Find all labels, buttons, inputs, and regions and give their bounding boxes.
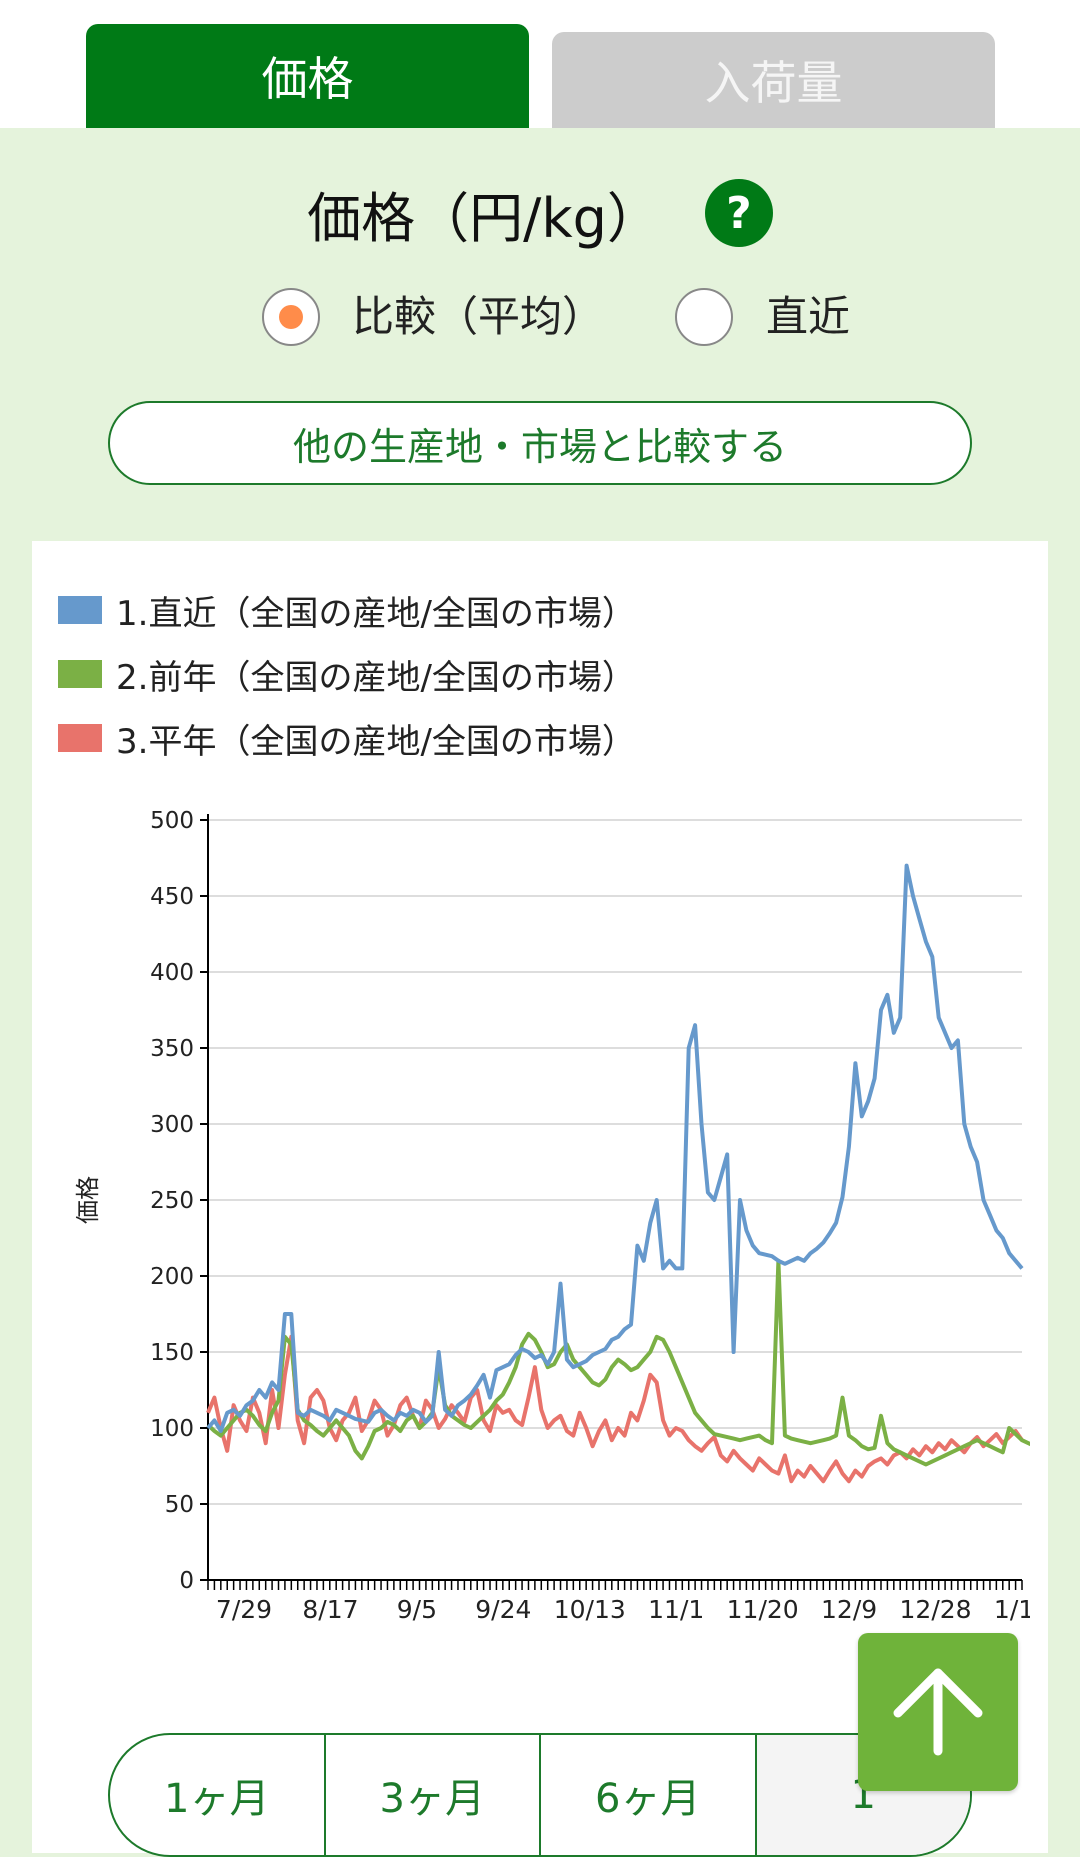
y-tick-label: 150 <box>150 1340 194 1366</box>
period-6-month-button[interactable]: 6ヶ月 <box>541 1735 757 1855</box>
price-line-chart: 0 50 100 150 200 250 300 350 400 450 500 7/29 8/17 9/… <box>74 808 1030 1624</box>
x-tick-label: 7/29 <box>216 1595 272 1624</box>
legend-label: 2.前年（全国の産地/全国の市場） <box>116 657 636 698</box>
y-tick-label: 500 <box>150 808 194 834</box>
series-line-2 <box>206 1258 1030 1467</box>
help-icon[interactable]: ? <box>704 179 773 247</box>
y-tick-label: 50 <box>165 1492 194 1518</box>
series-line-1 <box>206 863 1024 1433</box>
arrow-up-icon <box>893 1668 983 1756</box>
legend-item-series2: 2.前年（全国の産地/全国の市場） <box>58 642 636 706</box>
compare-other-regions-button[interactable]: 他の生産地・市場と比較する <box>108 401 972 485</box>
x-tick-label: 1/16 <box>994 1595 1030 1624</box>
series-line-3 <box>206 1334 1024 1484</box>
radio-compare-average-label[interactable]: 比較（平均） <box>352 292 605 341</box>
radio-compare-average[interactable] <box>262 288 320 346</box>
legend-swatch-red <box>58 724 102 752</box>
x-tick-label: 9/24 <box>475 1595 531 1624</box>
section-header: 価格（円/kg） ? <box>0 168 1080 258</box>
chart-legend: 1.直近（全国の産地/全国の市場） 2.前年（全国の産地/全国の市場） 3.平年… <box>58 578 636 770</box>
y-tick-label: 400 <box>150 960 194 986</box>
y-tick-label: 250 <box>150 1188 194 1214</box>
legend-label: 3.平年（全国の産地/全国の市場） <box>116 721 636 762</box>
x-tick-label: 12/9 <box>821 1595 877 1624</box>
x-tick-label: 10/13 <box>554 1595 626 1624</box>
y-tick-label: 200 <box>150 1264 194 1290</box>
radio-recent-label[interactable]: 直近 <box>766 292 851 341</box>
y-tick-label: 450 <box>150 884 194 910</box>
x-tick-label: 12/28 <box>900 1595 972 1624</box>
x-tick-label: 11/20 <box>727 1595 799 1624</box>
y-tick-label: 350 <box>150 1036 194 1062</box>
period-1-month-button[interactable]: 1ヶ月 <box>110 1735 326 1855</box>
y-tick-label: 300 <box>150 1112 194 1138</box>
y-tick-label: 100 <box>150 1416 194 1442</box>
legend-item-series1: 1.直近（全国の産地/全国の市場） <box>58 578 636 642</box>
legend-item-series3: 3.平年（全国の産地/全国の市場） <box>58 706 636 770</box>
y-tick-label: 0 <box>179 1568 194 1594</box>
period-selector: 1ヶ月 3ヶ月 6ヶ月 1 <box>108 1733 972 1857</box>
tab-arrival-volume[interactable]: 入荷量 <box>552 32 995 128</box>
radio-recent[interactable] <box>675 288 733 346</box>
y-axis-label: 価格 <box>74 1176 102 1224</box>
page-title: 価格（円/kg） <box>307 186 661 250</box>
legend-label: 1.直近（全国の産地/全国の市場） <box>116 593 636 634</box>
legend-swatch-green <box>58 660 102 688</box>
x-tick-label: 8/17 <box>302 1595 358 1624</box>
legend-swatch-blue <box>58 596 102 624</box>
scroll-to-top-button[interactable] <box>858 1633 1018 1791</box>
comparison-mode-radio-group: 比較（平均） 直近 <box>0 284 1080 354</box>
tab-price[interactable]: 価格 <box>86 24 529 128</box>
radio-selected-dot <box>279 305 303 329</box>
x-tick-label: 9/5 <box>397 1595 437 1624</box>
x-tick-label: 11/1 <box>648 1595 704 1624</box>
period-3-month-button[interactable]: 3ヶ月 <box>326 1735 541 1855</box>
